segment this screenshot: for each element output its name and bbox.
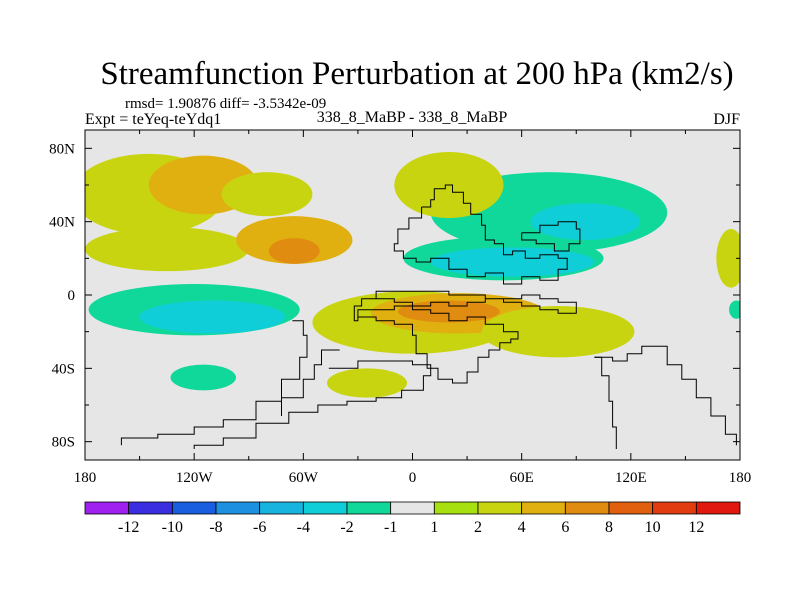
colorbar-box (477, 501, 523, 515)
colorbar-box (608, 501, 654, 515)
colorbar-box (652, 501, 697, 515)
colorbar-label: 4 (518, 519, 526, 536)
colorbar-box (215, 501, 261, 515)
coastline (594, 356, 617, 449)
x-tick-label: 60E (510, 470, 534, 486)
field-region (481, 306, 635, 358)
coastline (594, 345, 737, 446)
colorbar-label: -1 (384, 519, 397, 536)
coastline (353, 298, 377, 322)
colorbar-box (128, 501, 173, 515)
field-region (221, 172, 313, 217)
field-region (716, 229, 740, 288)
colorbar-box (346, 501, 392, 515)
x-tick-label: 120W (176, 470, 214, 486)
field-region (268, 238, 320, 264)
colorbar-label: 6 (561, 519, 569, 536)
y-tick-label: 40N (49, 215, 75, 231)
chart-title: Streamfunction Perturbation at 200 hPa (… (100, 56, 733, 92)
y-tick-label: 80S (52, 435, 75, 451)
field-region (139, 300, 286, 334)
coastline (375, 290, 577, 314)
colorbar-box (433, 501, 479, 515)
colorbar-label: 10 (645, 519, 661, 536)
colorbar-box (84, 501, 130, 515)
field-region (530, 203, 640, 241)
x-tick-label: 60W (289, 470, 319, 486)
colorbar-box (259, 501, 304, 515)
right-label: DJF (713, 111, 740, 128)
field-region (170, 364, 237, 391)
x-axis: 180 120W 60W 0 60E 120E 180 (74, 130, 752, 486)
colorbar-label: 12 (688, 519, 704, 536)
colorbar-label: 8 (605, 519, 613, 536)
coastline (521, 221, 581, 252)
coastline (120, 320, 308, 446)
x-tick-label: 120E (615, 470, 647, 486)
colorbar-label: 1 (430, 519, 438, 536)
x-tick-label: 180 (729, 470, 752, 486)
colorbar-box (390, 501, 435, 515)
coastline (393, 184, 568, 285)
field-region (85, 227, 249, 272)
colorbar-label: 2 (474, 519, 482, 536)
coastline (193, 360, 432, 449)
stats-text: rmsd= 1.90876 diff= -3.5342e-09 (125, 96, 326, 112)
y-tick-label: 40S (52, 361, 75, 377)
field-region (326, 368, 408, 398)
y-tick-label: 80N (49, 141, 75, 157)
colorbar: -12 -10 -8 -6 -4 -2 -1 1 2 4 6 8 10 12 (84, 501, 741, 536)
colorbar-box (302, 501, 348, 515)
field-region (729, 300, 740, 319)
center-label: 338_8_MaBP - 338_8_MaBP (317, 109, 508, 126)
colorbar-label: -12 (118, 519, 139, 536)
colorbar-box (695, 501, 741, 515)
coastline (281, 349, 340, 416)
colorbar-label: -8 (209, 519, 222, 536)
colorbar-label: -2 (340, 519, 353, 536)
colorbar-label: -10 (162, 519, 183, 536)
coastline (357, 305, 519, 384)
colorbar-box (564, 501, 610, 515)
coastlines (120, 184, 737, 449)
colorbar-label: -4 (297, 519, 310, 536)
x-tick-label: 0 (409, 470, 417, 486)
colorbar-box (521, 501, 566, 515)
y-tick-label: 0 (68, 288, 76, 304)
y-axis: 80N 40N 0 40S 80S (49, 141, 740, 451)
colorbar-box (171, 501, 217, 515)
left-label: Expt = teYeq-teYdq1 (85, 111, 221, 128)
x-tick-label: 180 (74, 470, 97, 486)
colorbar-label: -6 (253, 519, 266, 536)
